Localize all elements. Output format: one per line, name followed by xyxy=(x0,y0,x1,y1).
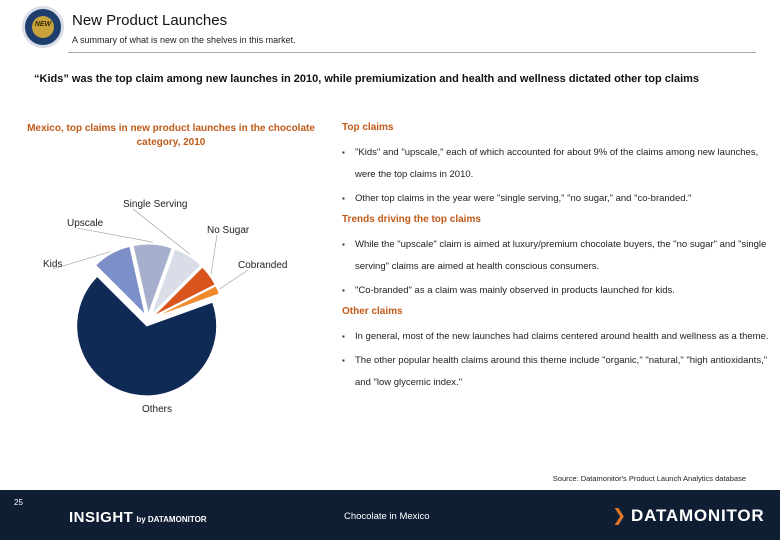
pie-slice-others xyxy=(76,275,218,397)
bullet-item: While the "upscale" claim is aimed at lu… xyxy=(342,234,772,278)
chart-title: Mexico, top claims in new product launch… xyxy=(27,123,315,148)
report-topic: Chocolate in Mexico xyxy=(344,511,430,522)
pie-label: Others xyxy=(142,404,172,415)
header-logo: NEW xyxy=(22,6,64,48)
section-heading: Trends driving the top claims xyxy=(342,214,481,225)
page-title: New Product Launches xyxy=(72,12,228,29)
pie-slice-kids xyxy=(94,245,146,317)
brand-sub: by DATAMONITOR xyxy=(136,515,207,524)
leader-line xyxy=(219,269,249,290)
section-heading: Other claims xyxy=(342,306,403,317)
bullet-item: Other top claims in the year were "singl… xyxy=(342,188,772,210)
pie-label: Upscale xyxy=(67,218,104,229)
section-heading: Top claims xyxy=(342,122,394,133)
leader-line xyxy=(52,251,111,270)
company-logo: ❯ DATAMONITOR xyxy=(612,506,765,526)
source-note: Source: Datamonitor's Product Launch Ana… xyxy=(552,474,746,483)
bullet-item: In general, most of the new launches had… xyxy=(342,326,772,348)
pie-chart: Kids Upscale Single Serving No Sugar Cobrand… xyxy=(43,199,287,415)
section-other-claims: Other claims In general, most of the new… xyxy=(342,306,772,394)
bullet-item: "Co-branded" as a claim was mainly obser… xyxy=(342,280,772,302)
pie-label: No Sugar xyxy=(207,225,250,236)
headline: “Kids” was the top claim among new launc… xyxy=(34,73,700,85)
pie-slice-upscale xyxy=(132,243,173,316)
brand-main: INSIGHT xyxy=(69,509,134,526)
bullet-item: "Kids" and "upscale," each of which acco… xyxy=(342,142,772,186)
pie-label: Single Serving xyxy=(123,199,187,210)
right-column: Top claims "Kids" and "upscale," each of… xyxy=(342,122,772,396)
logo-text: NEW xyxy=(34,21,52,28)
bullet-item: The other popular health claims around t… xyxy=(342,350,772,394)
pie-slice-single-serving xyxy=(150,248,202,316)
pie-slice-cobranded xyxy=(153,285,221,319)
leader-line xyxy=(210,234,218,275)
header-divider xyxy=(68,52,756,53)
section-top-claims: Top claims "Kids" and "upscale," each of… xyxy=(342,122,772,210)
leader-line xyxy=(76,227,153,243)
pie-label: Cobranded xyxy=(238,260,287,271)
pie-slice-no-sugar xyxy=(152,266,216,317)
leader-line xyxy=(132,208,190,255)
chevron-icon: ❯ xyxy=(612,506,628,525)
brand-logo: INSIGHT by DATAMONITOR xyxy=(69,509,207,527)
page-subtitle: A summary of what is new on the shelves … xyxy=(72,35,296,45)
footer-bar: 25 INSIGHT by DATAMONITOR Chocolate in Me… xyxy=(0,490,780,540)
company-name: DATAMONITOR xyxy=(631,506,765,525)
pie-label: Kids xyxy=(43,259,62,270)
section-trends: Trends driving the top claims While the … xyxy=(342,214,772,302)
page-number: 25 xyxy=(14,498,23,507)
